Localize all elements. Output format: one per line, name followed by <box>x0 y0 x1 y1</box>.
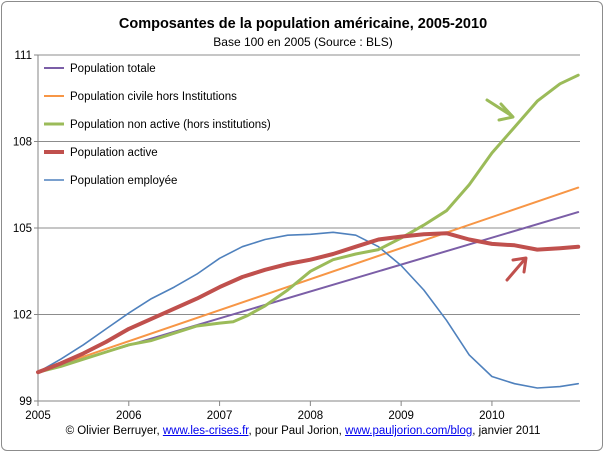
x-tick-label: 2009 <box>388 410 414 422</box>
footer-middle: , pour Paul Jorion, <box>248 425 346 437</box>
red-arrow-icon <box>505 257 527 282</box>
x-tick-label: 2008 <box>298 410 324 422</box>
footer-suffix: , janvier 2011 <box>472 425 541 437</box>
x-tick-label: 2007 <box>207 410 233 422</box>
y-tick-label: 105 <box>13 223 32 235</box>
y-tick-label: 108 <box>13 137 32 149</box>
y-tick-label: 111 <box>15 50 32 62</box>
x-tick-label: 2005 <box>25 410 51 422</box>
legend-label: Population totale <box>70 63 156 75</box>
y-tick-label: 99 <box>19 396 32 408</box>
annotations <box>485 98 528 282</box>
gridlines <box>38 54 580 315</box>
x-tick-label: 2006 <box>116 410 142 422</box>
y-axis-ticks: 99 102 105 108 111 <box>13 50 38 408</box>
legend-label: Population civile hors Institutions <box>70 91 237 103</box>
pauljorion-link[interactable]: www.pauljorion.com/blog <box>345 425 473 437</box>
footer-prefix: © Olivier Berruyer, <box>65 425 163 437</box>
chart-subtitle: Base 100 en 2005 (Source : BLS) <box>213 35 392 49</box>
legend-label: Population non active (hors institutions… <box>70 119 271 131</box>
x-axis-ticks: 2005 2006 2007 2008 2009 2010 <box>25 401 505 422</box>
legend-label: Population employée <box>70 175 177 187</box>
series-line <box>37 231 579 389</box>
footer-credit: © Olivier Berruyer, www.les-crises.fr, p… <box>0 425 606 437</box>
y-tick-label: 102 <box>13 310 32 322</box>
les-crises-link[interactable]: www.les-crises.fr <box>162 425 249 437</box>
legend-label: Population active <box>70 147 158 159</box>
chart-title: Composantes de la population américaine,… <box>119 16 487 32</box>
legend: Population totale Population civile hors … <box>44 63 271 187</box>
x-tick-label: 2010 <box>479 410 505 422</box>
green-arrowhead-icon <box>497 102 515 122</box>
red-arrowhead-icon <box>511 256 528 274</box>
series-line <box>36 73 580 374</box>
series-line <box>36 231 581 375</box>
series-lines <box>36 73 581 389</box>
series-line <box>37 186 580 374</box>
